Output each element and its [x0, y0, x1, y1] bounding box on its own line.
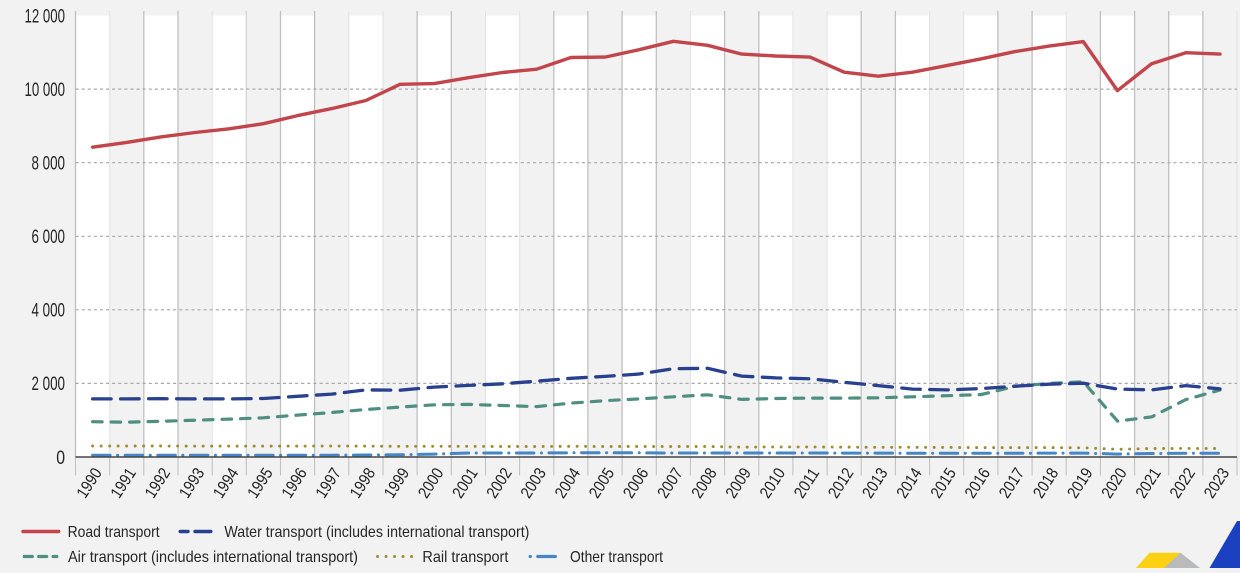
- svg-text:8 000: 8 000: [32, 153, 66, 175]
- svg-text:0: 0: [56, 447, 65, 469]
- svg-text:2 000: 2 000: [32, 373, 66, 395]
- svg-text:6 000: 6 000: [32, 226, 66, 248]
- svg-text:12 000: 12 000: [25, 5, 66, 27]
- svg-text:Road transport: Road transport: [68, 524, 160, 541]
- svg-text:Rail transport: Rail transport: [422, 549, 508, 566]
- svg-text:10 000: 10 000: [25, 79, 66, 101]
- svg-text:Air transport (includes intern: Air transport (includes international tr…: [68, 549, 358, 566]
- svg-text:Other transport: Other transport: [570, 549, 663, 566]
- svg-text:Water transport (includes inte: Water transport (includes international …: [224, 524, 529, 541]
- svg-text:4 000: 4 000: [32, 300, 66, 322]
